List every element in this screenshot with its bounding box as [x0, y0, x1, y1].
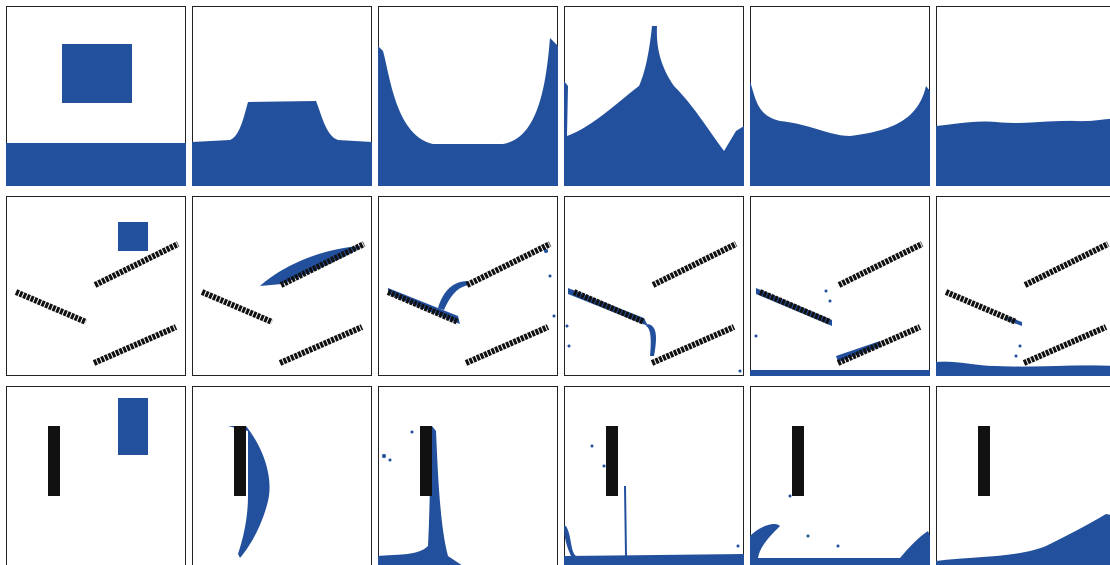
panel — [7, 387, 186, 565]
panel — [936, 7, 1110, 187]
simulation-grid — [0, 0, 1110, 565]
panel — [750, 387, 930, 565]
panel — [750, 197, 930, 377]
page — [0, 0, 1110, 565]
panel — [7, 197, 186, 376]
panel — [193, 387, 372, 565]
panel — [565, 197, 744, 376]
panel — [564, 7, 744, 187]
panel — [936, 387, 1110, 565]
panel — [750, 7, 930, 187]
panel — [193, 197, 372, 376]
panel — [936, 197, 1110, 377]
panel — [564, 387, 744, 565]
panel — [378, 7, 558, 187]
panel — [379, 197, 558, 376]
panel — [6, 7, 186, 187]
panel — [192, 7, 372, 187]
panel — [378, 387, 558, 565]
